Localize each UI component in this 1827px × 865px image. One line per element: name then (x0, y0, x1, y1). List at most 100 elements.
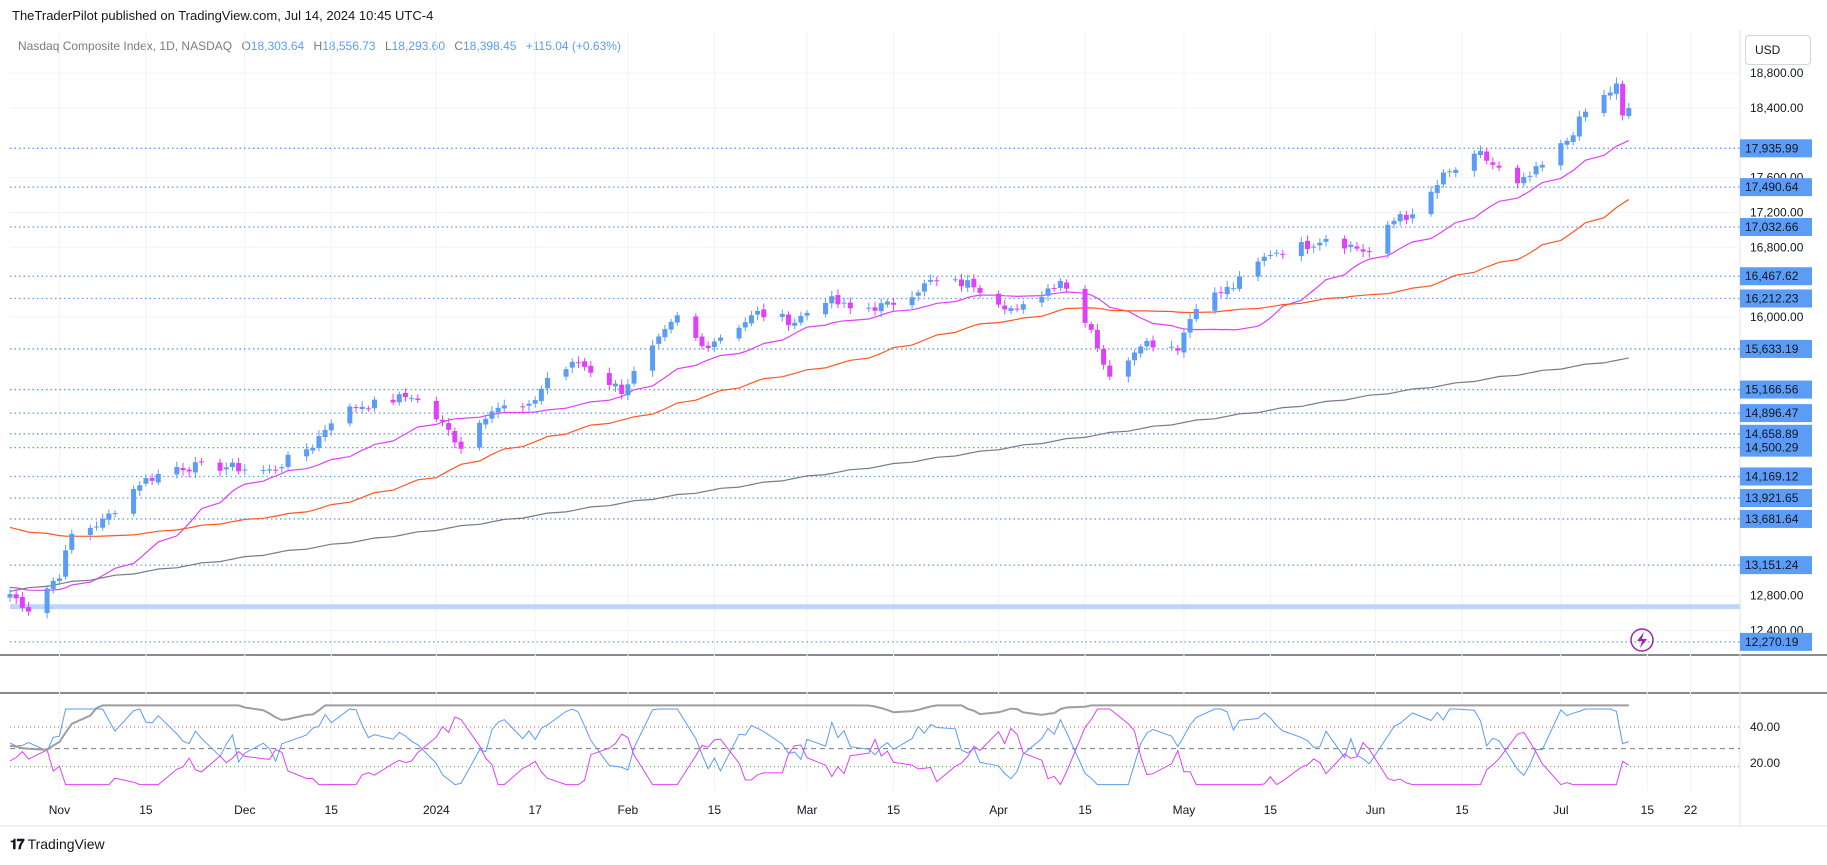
candle-body (1280, 253, 1286, 255)
candle-body (872, 307, 878, 311)
adx-line (9, 704, 1629, 751)
candle (693, 313, 699, 342)
candle (415, 394, 421, 403)
candle (452, 427, 458, 449)
level-label: 14,896.47 (1745, 406, 1799, 420)
candle-body (347, 406, 353, 424)
candle-body (1094, 329, 1100, 349)
candle (631, 366, 637, 387)
candle (786, 311, 791, 331)
candle (699, 333, 705, 350)
candle (1620, 80, 1626, 121)
candle-body (446, 423, 452, 430)
candle (996, 290, 1002, 308)
ma-20-line (9, 139, 1630, 591)
candle (532, 396, 538, 408)
candle-body (372, 399, 378, 409)
candle (1558, 139, 1564, 171)
candle (761, 303, 767, 322)
candle (934, 276, 940, 287)
candle (588, 360, 594, 378)
candle-body (959, 279, 964, 287)
candle-body (755, 311, 761, 315)
candle-body (1218, 292, 1224, 294)
candle-body (322, 429, 328, 437)
candle (1045, 284, 1051, 302)
candle (1539, 161, 1545, 172)
candle-body (149, 478, 155, 481)
candle-body (186, 469, 192, 472)
candle (112, 510, 118, 518)
candle (736, 324, 742, 342)
candle-body (100, 518, 106, 528)
moving-averages (9, 139, 1630, 592)
candle-body (668, 321, 674, 330)
candle-body (44, 588, 50, 614)
close-value: 18,398.45 (463, 39, 517, 53)
candle-body (656, 336, 662, 344)
candle (1020, 300, 1026, 314)
high-value: 18,556.73 (322, 39, 376, 53)
candle (1348, 241, 1354, 253)
candle-body (1101, 348, 1107, 365)
candle (1527, 171, 1533, 182)
candle-body (56, 578, 62, 581)
candle-body (1051, 288, 1057, 290)
candle-body (87, 527, 93, 536)
candle-body (1428, 191, 1434, 215)
candle-body (192, 462, 198, 473)
candle (625, 379, 631, 401)
candle-body (1576, 116, 1582, 137)
candle (1570, 131, 1576, 146)
candle-body (1082, 288, 1088, 323)
candle-body (606, 373, 612, 385)
candle (1478, 145, 1483, 158)
candle (1088, 321, 1094, 334)
candle-body (619, 384, 625, 394)
symbol-name[interactable]: Nasdaq Composite Index, 1D, NASDAQ (18, 39, 233, 53)
footer-brand[interactable]: 𝟏𝟕 TradingView (10, 836, 105, 853)
candle-body (402, 392, 408, 398)
candle (143, 474, 149, 487)
candle-body (613, 383, 618, 387)
level-label-bg (1740, 178, 1812, 197)
candle-body (1601, 94, 1607, 114)
candle (1354, 241, 1360, 252)
candle (7, 588, 13, 602)
candle (440, 415, 445, 427)
lightning-icon[interactable] (1630, 628, 1654, 652)
candle-body (952, 279, 958, 281)
candle (26, 601, 32, 616)
candle (1515, 164, 1521, 189)
candle-body (718, 337, 724, 341)
candle (1280, 250, 1286, 260)
candle-body (1434, 185, 1440, 194)
candle-body (1490, 162, 1496, 165)
candle-body (1484, 151, 1490, 161)
candle (1471, 150, 1477, 177)
low-label: L (384, 39, 392, 53)
candle-body (1274, 252, 1280, 254)
candle-body (526, 403, 532, 406)
time-tick-label: 15 (708, 803, 722, 817)
candle-body (748, 315, 754, 324)
candle (582, 357, 588, 371)
open-value: 18,303.64 (250, 39, 305, 53)
candle (372, 396, 378, 412)
candle (1274, 249, 1280, 257)
candle-body (1440, 172, 1446, 185)
candle-body (1144, 340, 1150, 347)
candle (501, 399, 507, 412)
candle-body (433, 401, 439, 420)
candle-body (1150, 340, 1156, 348)
level-label: 17,935.99 (1745, 141, 1799, 155)
currency-selector[interactable]: USD (1745, 35, 1811, 65)
candle-body (1132, 352, 1137, 361)
candle (1132, 349, 1137, 366)
candle (1064, 279, 1070, 293)
level-label: 15,633.19 (1745, 342, 1799, 356)
candle-body (1255, 261, 1261, 277)
candle-body (50, 580, 56, 589)
level-label: 13,681.64 (1745, 512, 1799, 526)
